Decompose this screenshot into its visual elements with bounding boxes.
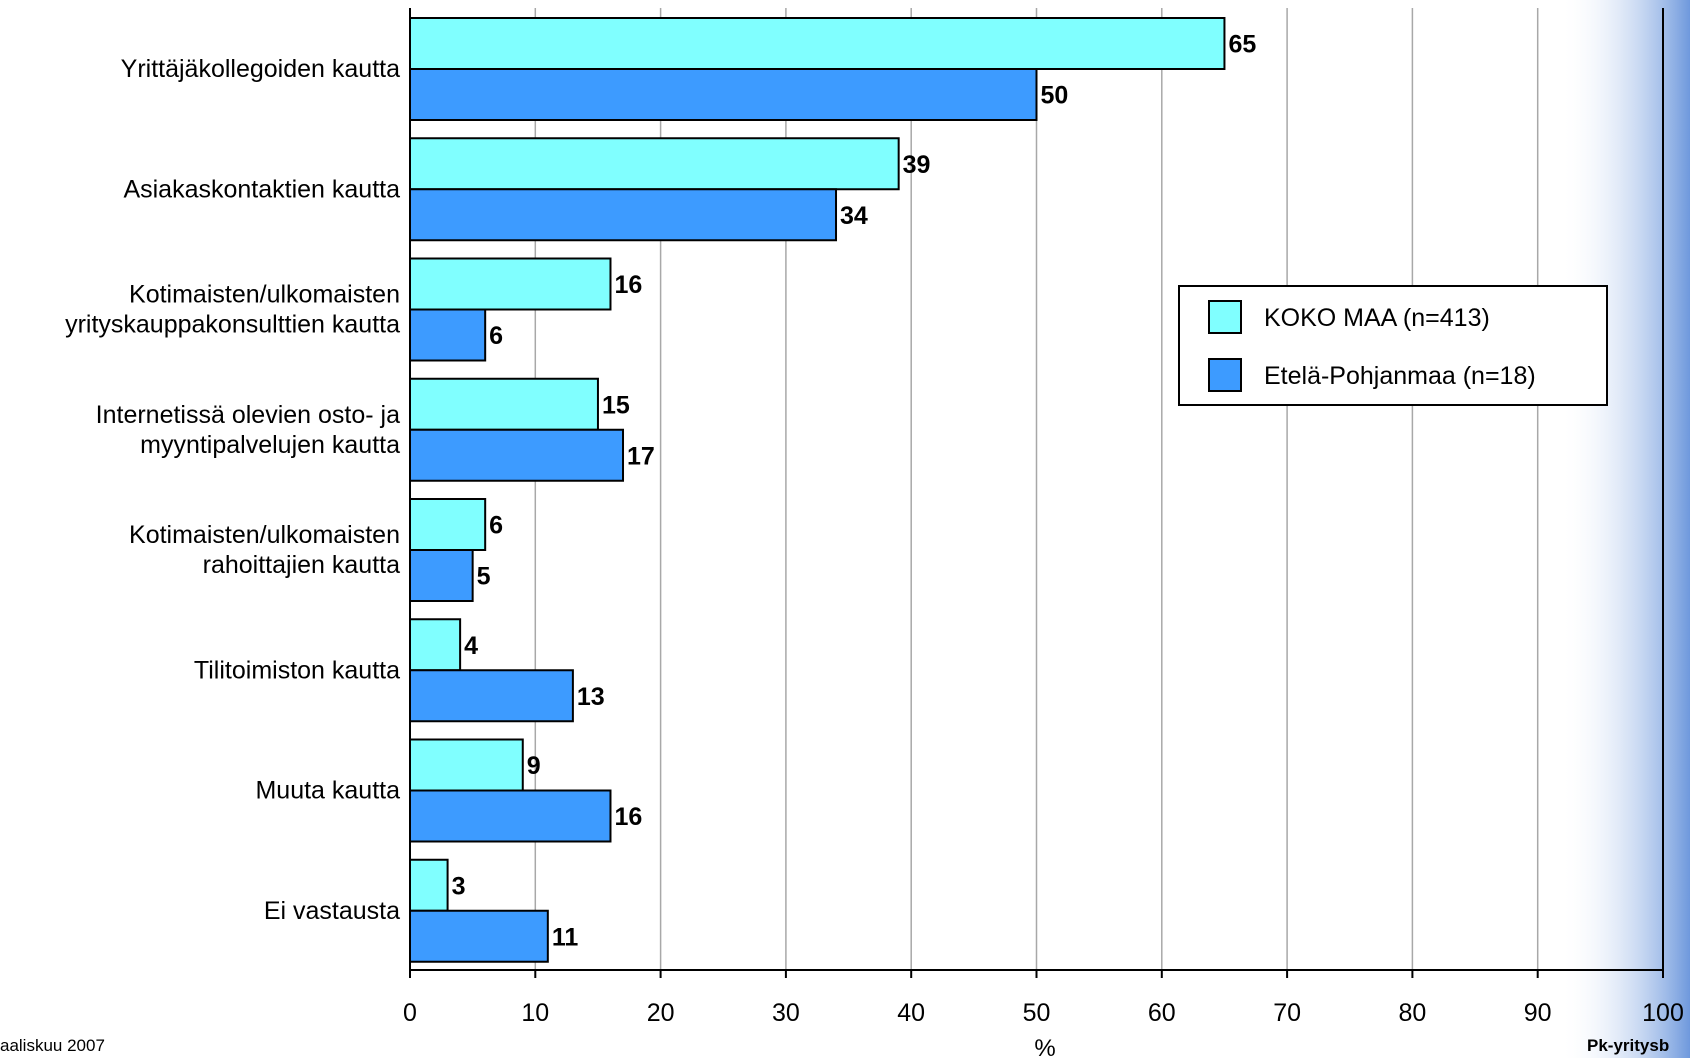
x-tick-label: 30	[772, 999, 800, 1027]
x-tick-label: 60	[1148, 999, 1176, 1027]
legend-swatch	[1208, 358, 1242, 392]
bar-value-label: 65	[1228, 31, 1256, 59]
bar	[409, 858, 449, 912]
bar	[409, 669, 574, 723]
bar	[409, 17, 1226, 70]
x-tick-label: 90	[1524, 999, 1552, 1027]
bar-value-label: 6	[489, 512, 503, 540]
category-label: Internetissä olevien osto- ja	[96, 401, 400, 429]
x-tick-label: 0	[403, 999, 417, 1027]
category-label: Tilitoimiston kautta	[194, 656, 400, 684]
bar	[409, 68, 1038, 121]
category-label: Kotimaisten/ulkomaisten	[129, 281, 400, 309]
category-label: Ei vastausta	[264, 897, 400, 925]
bar	[409, 308, 487, 362]
category-label: Muuta kautta	[255, 777, 400, 805]
bar-value-label: 9	[527, 752, 541, 780]
x-tick-label: 70	[1273, 999, 1301, 1027]
legend-label: KOKO MAA (n=413)	[1264, 304, 1490, 332]
footer-source: Pk-yritysb	[1587, 1036, 1670, 1055]
category-label: Kotimaisten/ulkomaisten	[129, 521, 400, 549]
bar	[409, 498, 487, 551]
x-tick-label: 80	[1398, 999, 1426, 1027]
bar-value-label: 16	[614, 803, 642, 831]
bar	[409, 188, 838, 242]
category-label: myyntipalvelujen kautta	[140, 431, 400, 459]
legend-swatch	[1208, 300, 1242, 334]
x-tick-label: 40	[897, 999, 925, 1027]
footer-date: aaliskuu 2007	[0, 1036, 105, 1055]
bar-value-label: 39	[903, 151, 931, 179]
bar	[409, 257, 612, 311]
bar-value-label: 4	[464, 632, 478, 660]
bar-value-label: 6	[489, 322, 503, 350]
x-tick-label: 10	[521, 999, 549, 1027]
x-axis-label: %	[1034, 1035, 1055, 1058]
category-label: yrityskauppakonsulttien kautta	[65, 311, 400, 339]
bar-value-label: 15	[602, 391, 630, 419]
category-label: rahoittajien kautta	[203, 551, 400, 579]
bar	[409, 618, 462, 672]
legend-label: Etelä-Pohjanmaa (n=18)	[1264, 362, 1536, 390]
legend: KOKO MAA (n=413) Etelä-Pohjanmaa (n=18)	[1178, 285, 1608, 406]
x-tick-labels: 0 10 20 30 40 50 60 70 80 90 100	[403, 970, 1684, 1027]
bar	[409, 909, 549, 963]
bar-value-label: 16	[614, 271, 642, 299]
bar	[409, 738, 524, 792]
bar	[409, 549, 474, 602]
bar-value-label: 3	[452, 872, 466, 900]
category-label: Yrittäjäkollegoiden kautta	[121, 55, 400, 83]
bar-value-label: 34	[840, 202, 868, 230]
bar-value-label: 17	[627, 442, 655, 470]
bar-value-label: 5	[477, 563, 491, 591]
bar	[409, 137, 900, 191]
x-tick-label: 20	[647, 999, 675, 1027]
bar-value-label: 11	[552, 923, 579, 951]
bar	[409, 428, 625, 482]
legend-box	[1178, 285, 1608, 406]
x-tick-label: 100	[1642, 999, 1684, 1027]
bar-value-label: 50	[1041, 82, 1069, 110]
category-labels: Yrittäjäkollegoiden kautta Asiakaskontakt…	[65, 55, 400, 925]
bar	[409, 377, 599, 431]
x-tick-label: 50	[1023, 999, 1051, 1027]
bar	[409, 789, 612, 843]
bar-value-label: 13	[577, 683, 605, 711]
category-label: Asiakaskontaktien kautta	[123, 175, 400, 203]
